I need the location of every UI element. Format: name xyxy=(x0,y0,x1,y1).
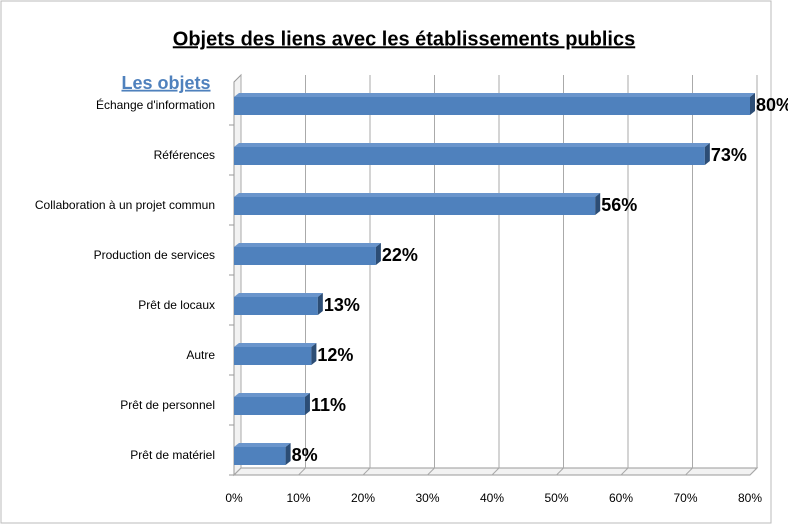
axis-label: Les objets xyxy=(121,73,210,93)
y-tick-label: Autre xyxy=(186,348,215,362)
bar-top xyxy=(234,143,710,147)
bar-side xyxy=(285,443,291,465)
x-tick-label: 50% xyxy=(544,491,568,505)
bar-top xyxy=(234,393,310,397)
bar-side xyxy=(311,343,317,365)
bar-side xyxy=(750,93,755,115)
bar xyxy=(234,397,305,415)
x-tick-label: 10% xyxy=(286,491,310,505)
y-tick-label: Prêt de locaux xyxy=(138,298,215,312)
x-tick-label: 40% xyxy=(480,491,504,505)
grid-line xyxy=(749,75,758,476)
y-tick-label: Prêt de personnel xyxy=(120,398,215,412)
x-tick-label: 60% xyxy=(609,491,633,505)
x-tick-label: 20% xyxy=(351,491,375,505)
bar-side xyxy=(304,393,310,415)
value-label: 56% xyxy=(601,195,637,215)
bar-top xyxy=(234,93,755,97)
bar-side xyxy=(375,243,381,265)
bar-top xyxy=(234,193,601,197)
x-tick-label: 70% xyxy=(673,491,697,505)
value-label: 11% xyxy=(311,395,346,415)
bar xyxy=(234,97,750,115)
bar xyxy=(234,447,286,465)
value-label: 73% xyxy=(711,145,747,165)
bar-top xyxy=(234,443,291,447)
x-tick-label: 80% xyxy=(738,491,762,505)
bar-top xyxy=(234,293,323,297)
y-tick-label: Prêt de matériel xyxy=(130,448,215,462)
y-tick-label: Échange d'information xyxy=(96,97,215,112)
y-tick-label: Production de services xyxy=(94,248,215,262)
value-label: 13% xyxy=(324,295,360,315)
grid-line xyxy=(620,75,629,476)
chart-border xyxy=(0,0,772,524)
chart-title: Objets des liens avec les établissements… xyxy=(173,28,635,50)
value-label: 12% xyxy=(317,345,353,365)
y-tick-label: Collaboration à un projet commun xyxy=(35,198,215,212)
bar xyxy=(234,297,318,315)
bar-side xyxy=(704,143,710,165)
x-tick-label: 0% xyxy=(225,491,243,505)
x-tick-label: 30% xyxy=(415,491,439,505)
bar xyxy=(234,197,596,215)
grid-line xyxy=(685,75,693,476)
bar xyxy=(234,147,705,165)
bar xyxy=(234,247,376,265)
bar-side xyxy=(595,193,601,215)
bar-top xyxy=(234,243,381,247)
bar-side xyxy=(317,293,323,315)
bar-top xyxy=(234,343,317,347)
value-label: 22% xyxy=(382,245,418,265)
bar xyxy=(234,347,312,365)
y-tick-label: Références xyxy=(154,148,215,162)
value-label: 80% xyxy=(756,95,788,115)
value-label: 8% xyxy=(292,445,318,465)
